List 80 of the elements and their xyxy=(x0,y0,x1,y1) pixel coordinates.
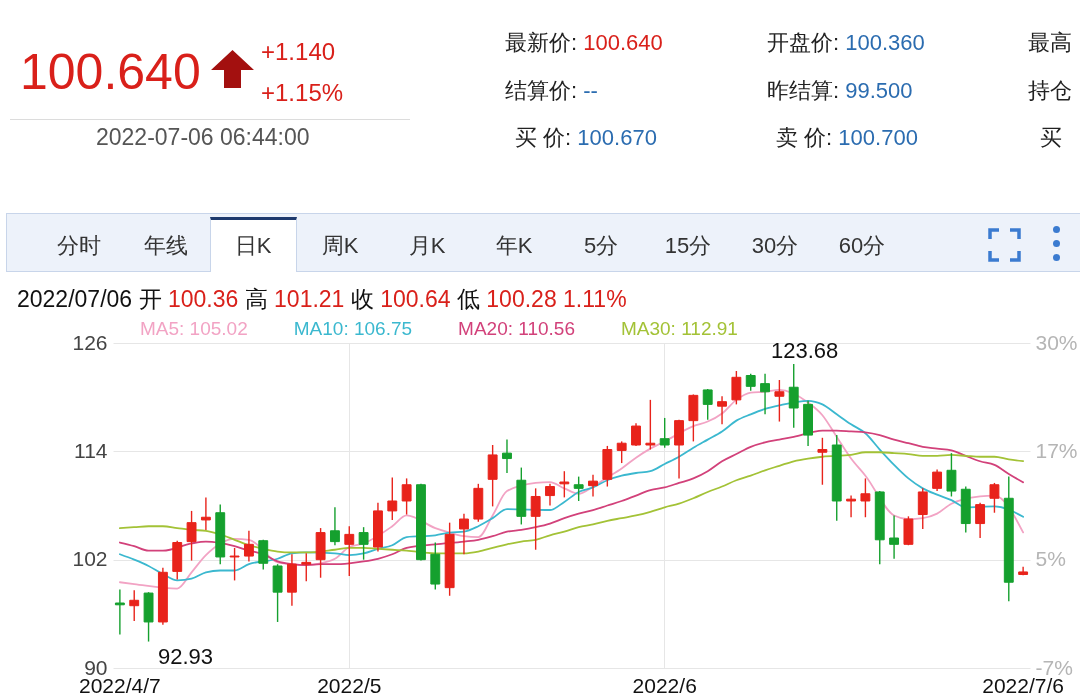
text: 买 xyxy=(1040,124,1062,151)
text: 年线 xyxy=(144,232,188,259)
y-tick-label: 102 xyxy=(72,547,108,571)
candlestick xyxy=(258,539,269,571)
candlestick xyxy=(846,494,857,518)
candlestick xyxy=(588,474,598,498)
y-tick-label: 114 xyxy=(74,438,108,462)
candlestick xyxy=(917,487,928,530)
text: 最新价: 100.640 xyxy=(505,29,663,55)
candlestick xyxy=(932,468,943,492)
candlestick xyxy=(889,514,900,560)
text: 5分 xyxy=(583,232,619,259)
candlestick xyxy=(631,422,641,447)
text: 100.640 xyxy=(20,43,201,100)
candlestick xyxy=(559,470,570,499)
candlestick xyxy=(459,512,469,555)
candlestick xyxy=(717,395,727,425)
candlestick xyxy=(545,483,555,507)
candlestick xyxy=(301,552,312,583)
candlestick xyxy=(329,506,340,546)
candlestick xyxy=(401,477,412,516)
y2-tick-label: 17% xyxy=(1035,438,1078,462)
text: 年K xyxy=(495,232,533,259)
text: +1.15% xyxy=(261,78,344,107)
candlestick xyxy=(358,526,369,561)
candlestick xyxy=(243,530,254,563)
annotation: 123.68 xyxy=(771,337,839,364)
candlestick xyxy=(788,363,799,429)
text: 月K xyxy=(408,232,446,259)
x-tick-label: 2022/6 xyxy=(632,673,697,696)
text: 持仓 xyxy=(1028,77,1072,104)
candlestick xyxy=(989,482,1000,514)
candlestick xyxy=(186,510,197,562)
candlestick xyxy=(760,372,770,416)
text: 2022-07-06 06:44:00 xyxy=(96,124,310,151)
candlestick xyxy=(817,437,828,486)
text: 开盘价: 100.360 xyxy=(767,29,925,55)
candlestick xyxy=(702,388,713,421)
text: 买 价: 100.670 xyxy=(515,124,657,150)
text: 60分 xyxy=(838,232,886,259)
text: MA20: 110.56 xyxy=(458,318,575,340)
text: 结算价: -- xyxy=(505,77,598,103)
candlestick xyxy=(731,370,742,406)
text: MA30: 112.91 xyxy=(620,318,738,340)
y2-tick-label: 5% xyxy=(1035,547,1066,571)
candlestick xyxy=(616,440,627,464)
candlestick xyxy=(645,399,656,451)
candlestick xyxy=(129,589,140,622)
candlestick xyxy=(573,475,584,502)
text: MA10: 106.75 xyxy=(293,318,413,340)
y2-tick-label: -7% xyxy=(1035,655,1073,679)
y2-tick-label: 30% xyxy=(1035,330,1078,354)
text: 日K xyxy=(234,232,272,259)
x-tick-label: 2022/5 xyxy=(317,673,382,696)
text: 30分 xyxy=(751,232,799,259)
candlestick xyxy=(229,547,240,582)
text: 卖 价: 100.700 xyxy=(776,124,918,150)
candlestick xyxy=(860,477,871,518)
candlestick xyxy=(114,588,125,636)
line-series xyxy=(118,429,1025,566)
candlestick xyxy=(530,487,541,551)
y-tick-label: 126 xyxy=(72,330,108,354)
text: 昨结算: 99.500 xyxy=(767,77,913,103)
text: 分时 xyxy=(57,232,101,259)
candlestick xyxy=(200,496,211,531)
text: +1.140 xyxy=(261,37,336,66)
candlestick xyxy=(774,379,785,423)
candlestick xyxy=(387,476,398,521)
candlestick xyxy=(344,525,355,577)
candlestick xyxy=(659,417,670,449)
text: MA5: 105.02 xyxy=(140,318,248,340)
text: 2022/07/06 开 100.36 高 101.21 收 100.64 低 100.28 1.11% xyxy=(17,286,627,313)
candlestick xyxy=(502,438,512,474)
text: 15分 xyxy=(664,232,712,259)
candlestick xyxy=(946,452,957,498)
text: 周K xyxy=(321,232,359,259)
text: 最高 xyxy=(1028,29,1072,56)
y-tick-label: 90 xyxy=(84,655,108,679)
annotation: 92.93 xyxy=(158,643,214,670)
candlestick xyxy=(975,502,986,539)
